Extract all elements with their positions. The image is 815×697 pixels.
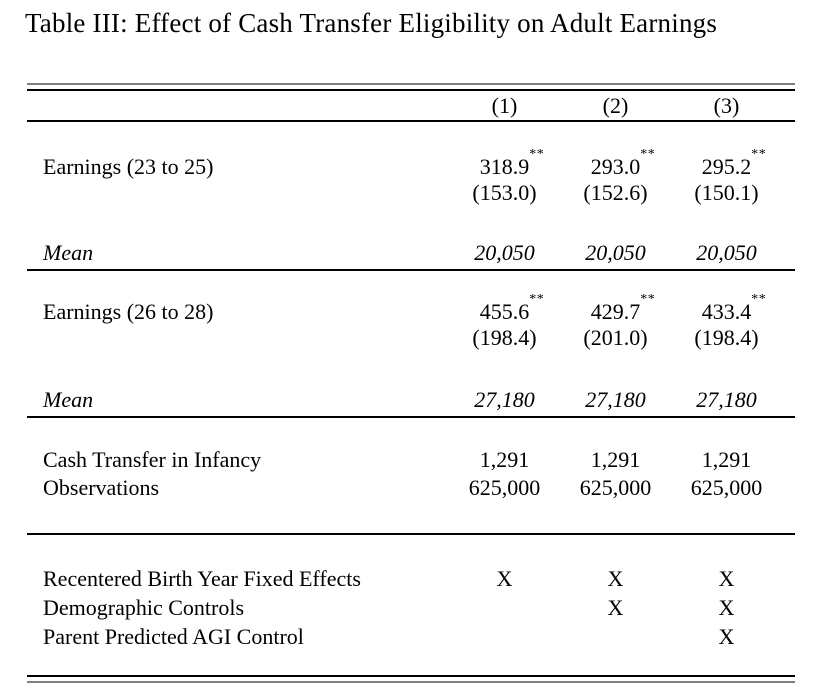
- significance-stars: **: [640, 292, 656, 307]
- demographic-controls-row: Demographic Controls X X: [27, 593, 795, 622]
- stat-label: Cash Transfer in Infancy: [43, 447, 262, 472]
- column-header-row: (1) (2) (3): [27, 91, 795, 120]
- mean-cell: 27,180: [585, 387, 646, 412]
- control-check-cell: X: [496, 565, 513, 591]
- mean-label: Mean: [43, 387, 94, 412]
- earnings-23-25-se-row: (153.0) (152.6) (150.1): [27, 180, 795, 206]
- earnings-26-28-mean-row: Mean 27,180 27,180 27,180: [27, 387, 795, 413]
- mean-label: Mean: [43, 240, 94, 265]
- control-check-cell: X: [718, 594, 735, 620]
- column-header-2: (2): [602, 92, 629, 118]
- coef-cell: 295.2 **: [701, 147, 767, 179]
- significance-stars: **: [529, 292, 545, 307]
- observations-row: Observations 625,000 625,000 625,000: [27, 474, 795, 502]
- se-cell: (198.4): [472, 325, 537, 350]
- column-header-1: (1): [491, 92, 518, 118]
- control-label: Parent Predicted AGI Control: [43, 623, 304, 649]
- top-rule-outer: [27, 83, 795, 85]
- control-label: Demographic Controls: [43, 594, 245, 620]
- mean-cell: 27,180: [696, 387, 757, 412]
- coef-cell: 429.7 **: [590, 292, 656, 324]
- se-cell: (198.4): [694, 325, 759, 350]
- table-title: Table III: Effect of Cash Transfer Eligi…: [25, 8, 718, 38]
- stat-cell: 625,000: [690, 475, 763, 500]
- stat-cell: 625,000: [468, 475, 541, 500]
- stat-cell: 1,291: [479, 447, 530, 472]
- se-cell: (152.6): [583, 180, 648, 205]
- control-check-cell: X: [718, 623, 735, 649]
- control-check-cell: X: [718, 565, 735, 591]
- coef-cell: 433.4 **: [701, 292, 767, 324]
- section-rule: [27, 416, 795, 418]
- cash-transfer-row: Cash Transfer in Infancy 1,291 1,291 1,2…: [27, 446, 795, 474]
- significance-stars: **: [640, 147, 656, 162]
- birth-year-fe-row: Recentered Birth Year Fixed Effects X X …: [27, 564, 795, 593]
- stat-label: Observations: [43, 475, 160, 500]
- stat-cell: 1,291: [701, 447, 752, 472]
- mean-cell: 20,050: [696, 240, 757, 265]
- section-rule: [27, 533, 795, 535]
- regression-table: (1) (2) (3) Earnings (23 to 25) 318.9 ** …: [27, 83, 795, 683]
- earnings-26-28-coef-row: Earnings (26 to 28) 455.6 ** 429.7 ** 433.…: [27, 292, 795, 325]
- stat-cell: 1,291: [590, 447, 641, 472]
- section-rule: [27, 269, 795, 271]
- mean-cell: 20,050: [585, 240, 646, 265]
- earnings-23-25-coef-row: Earnings (23 to 25) 318.9 ** 293.0 ** 295.…: [27, 147, 795, 180]
- significance-stars: **: [751, 292, 767, 307]
- parent-agi-control-row: Parent Predicted AGI Control X: [27, 622, 795, 651]
- significance-stars: **: [751, 147, 767, 162]
- bottom-rule-outer: [27, 681, 795, 683]
- top-rule-inner: [27, 89, 795, 91]
- stat-cell: 625,000: [579, 475, 652, 500]
- outcome-label: Earnings (23 to 25): [43, 154, 214, 179]
- se-cell: (150.1): [694, 180, 759, 205]
- column-header-3: (3): [713, 92, 740, 118]
- significance-stars: **: [529, 147, 545, 162]
- control-label: Recentered Birth Year Fixed Effects: [43, 565, 361, 591]
- mean-cell: 20,050: [474, 240, 535, 265]
- header-rule: [27, 120, 795, 122]
- control-check-cell: X: [607, 594, 624, 620]
- outcome-label: Earnings (26 to 28): [43, 299, 214, 324]
- control-check-cell: X: [607, 565, 624, 591]
- se-cell: (201.0): [583, 325, 648, 350]
- se-cell: (153.0): [472, 180, 537, 205]
- coef-cell: 455.6 **: [479, 292, 545, 324]
- earnings-26-28-se-row: (198.4) (201.0) (198.4): [27, 325, 795, 351]
- coef-cell: 318.9 **: [479, 147, 545, 179]
- mean-cell: 27,180: [474, 387, 535, 412]
- coef-cell: 293.0 **: [590, 147, 656, 179]
- earnings-23-25-mean-row: Mean 20,050 20,050 20,050: [27, 240, 795, 266]
- bottom-rule-inner: [27, 675, 795, 677]
